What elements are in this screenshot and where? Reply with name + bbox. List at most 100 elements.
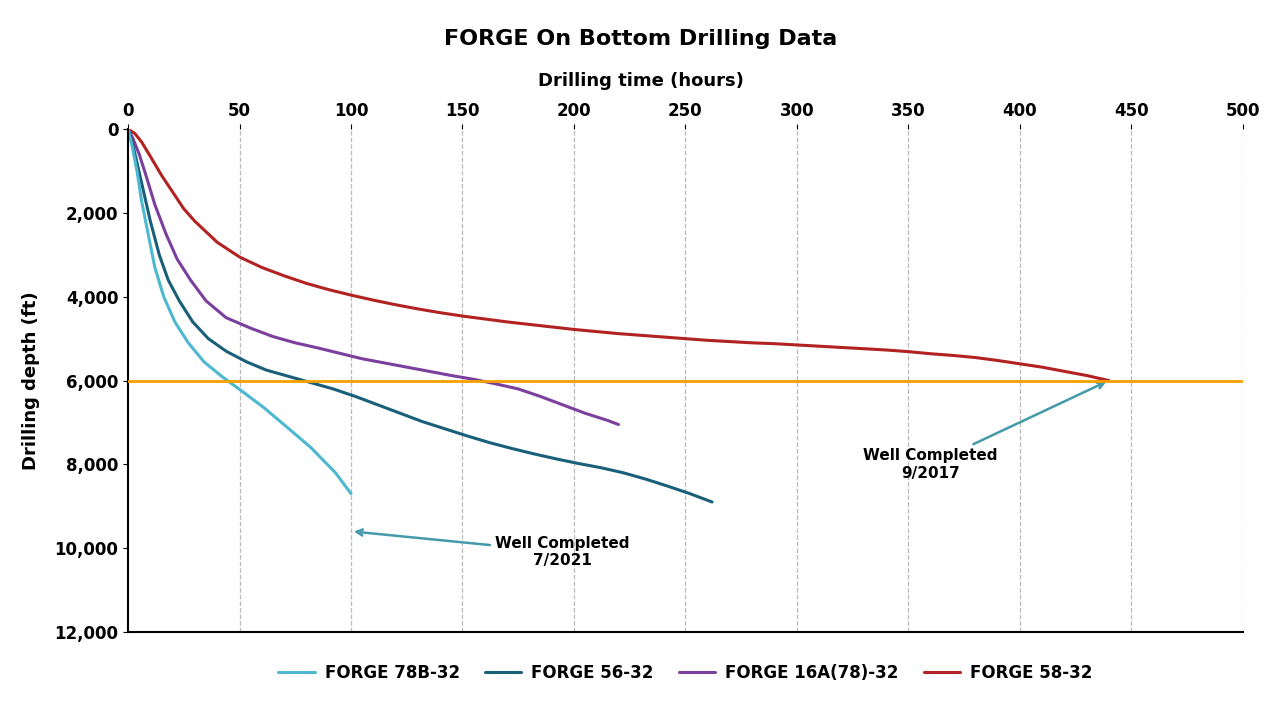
FORGE 78B-32 xyxy=(234,387,250,396)
FORGE 58-32 xyxy=(834,343,849,352)
FORGE 16A(78)-32 xyxy=(183,276,199,284)
FORGE 78B-32 xyxy=(304,443,319,452)
FORGE 78B-32 xyxy=(214,372,229,381)
FORGE 16A(78)-32 xyxy=(578,409,593,418)
FORGE 56-32 xyxy=(151,251,167,259)
FORGE 56-32 xyxy=(593,463,608,472)
FORGE 56-32 xyxy=(142,217,158,225)
FORGE 16A(78)-32 xyxy=(219,313,234,322)
FORGE 16A(78)-32 xyxy=(265,332,281,341)
FORGE 56-32 xyxy=(281,372,296,381)
FORGE 58-32 xyxy=(678,335,693,343)
FORGE 58-32 xyxy=(1102,376,1117,385)
FORGE 56-32 xyxy=(459,432,474,440)
FORGE 56-32 xyxy=(304,378,319,387)
FORGE 16A(78)-32 xyxy=(310,343,325,352)
FORGE 56-32 xyxy=(392,409,407,418)
FORGE 78B-32 xyxy=(343,490,359,498)
FORGE 56-32 xyxy=(638,475,653,483)
FORGE 56-32 xyxy=(415,417,430,426)
FORGE 58-32 xyxy=(1057,367,1072,376)
FORGE 58-32 xyxy=(1012,360,1027,368)
FORGE 16A(78)-32 xyxy=(120,125,136,134)
Line: FORGE 58-32: FORGE 58-32 xyxy=(128,129,1109,381)
FORGE 78B-32 xyxy=(133,196,149,205)
FORGE 16A(78)-32 xyxy=(132,150,147,159)
Text: Drilling time (hours): Drilling time (hours) xyxy=(538,72,743,90)
Line: FORGE 16A(78)-32: FORGE 16A(78)-32 xyxy=(128,129,619,424)
FORGE 56-32 xyxy=(238,358,254,366)
FORGE 58-32 xyxy=(767,340,783,348)
FORGE 58-32 xyxy=(611,330,626,338)
FORGE 16A(78)-32 xyxy=(377,359,392,368)
FORGE 58-32 xyxy=(789,340,804,349)
FORGE 16A(78)-32 xyxy=(287,339,302,348)
FORGE 78B-32 xyxy=(124,144,140,152)
FORGE 56-32 xyxy=(219,347,234,355)
FORGE 16A(78)-32 xyxy=(355,355,370,363)
FORGE 56-32 xyxy=(681,490,697,498)
FORGE 16A(78)-32 xyxy=(555,401,570,409)
FORGE 56-32 xyxy=(172,297,187,305)
FORGE 78B-32 xyxy=(129,167,145,175)
FORGE 58-32 xyxy=(343,291,359,299)
FORGE 16A(78)-32 xyxy=(466,375,482,383)
FORGE 56-32 xyxy=(570,460,585,468)
FORGE 58-32 xyxy=(322,285,337,294)
FORGE 16A(78)-32 xyxy=(147,200,163,209)
FORGE 58-32 xyxy=(879,345,894,354)
Y-axis label: Drilling depth (ft): Drilling depth (ft) xyxy=(23,292,41,470)
FORGE 58-32 xyxy=(945,351,961,360)
FORGE 56-32 xyxy=(705,498,720,506)
FORGE 58-32 xyxy=(175,205,192,213)
FORGE 58-32 xyxy=(922,350,938,358)
FORGE 58-32 xyxy=(154,171,169,180)
FORGE 16A(78)-32 xyxy=(243,324,259,332)
FORGE 56-32 xyxy=(124,139,140,148)
FORGE 78B-32 xyxy=(168,317,183,326)
Text: FORGE On Bottom Drilling Data: FORGE On Bottom Drilling Data xyxy=(445,29,836,49)
FORGE 78B-32 xyxy=(141,230,156,238)
FORGE 58-32 xyxy=(142,152,158,161)
FORGE 58-32 xyxy=(811,342,826,350)
FORGE 16A(78)-32 xyxy=(443,371,459,380)
FORGE 58-32 xyxy=(477,314,492,323)
FORGE 58-32 xyxy=(699,336,715,345)
FORGE 58-32 xyxy=(1034,363,1049,371)
FORGE 78B-32 xyxy=(147,264,163,272)
FORGE 58-32 xyxy=(365,296,380,304)
FORGE 56-32 xyxy=(526,449,542,458)
FORGE 58-32 xyxy=(127,129,142,138)
FORGE 56-32 xyxy=(660,482,675,490)
FORGE 78B-32 xyxy=(156,292,172,301)
FORGE 16A(78)-32 xyxy=(159,230,174,238)
FORGE 58-32 xyxy=(165,188,181,197)
FORGE 16A(78)-32 xyxy=(169,255,184,264)
FORGE 58-32 xyxy=(744,339,760,348)
FORGE 58-32 xyxy=(633,331,648,340)
FORGE 58-32 xyxy=(277,271,292,280)
FORGE 58-32 xyxy=(254,264,269,272)
FORGE 56-32 xyxy=(325,385,341,393)
FORGE 56-32 xyxy=(503,444,519,453)
FORGE 78B-32 xyxy=(196,358,211,366)
Line: FORGE 78B-32: FORGE 78B-32 xyxy=(128,129,351,494)
FORGE 56-32 xyxy=(548,454,564,463)
FORGE 78B-32 xyxy=(120,125,136,134)
FORGE 16A(78)-32 xyxy=(488,380,503,388)
FORGE 58-32 xyxy=(1079,371,1094,380)
FORGE 58-32 xyxy=(120,125,136,134)
FORGE 58-32 xyxy=(588,327,603,336)
FORGE 58-32 xyxy=(521,320,537,329)
FORGE 58-32 xyxy=(967,353,983,362)
FORGE 56-32 xyxy=(437,424,452,433)
FORGE 58-32 xyxy=(990,356,1006,365)
FORGE 58-32 xyxy=(133,138,149,146)
FORGE 78B-32 xyxy=(328,468,343,477)
FORGE 58-32 xyxy=(856,345,871,353)
FORGE 58-32 xyxy=(410,304,425,313)
FORGE 58-32 xyxy=(566,325,582,334)
FORGE 58-32 xyxy=(210,238,225,247)
FORGE 58-32 xyxy=(388,300,404,309)
FORGE 16A(78)-32 xyxy=(124,134,140,142)
